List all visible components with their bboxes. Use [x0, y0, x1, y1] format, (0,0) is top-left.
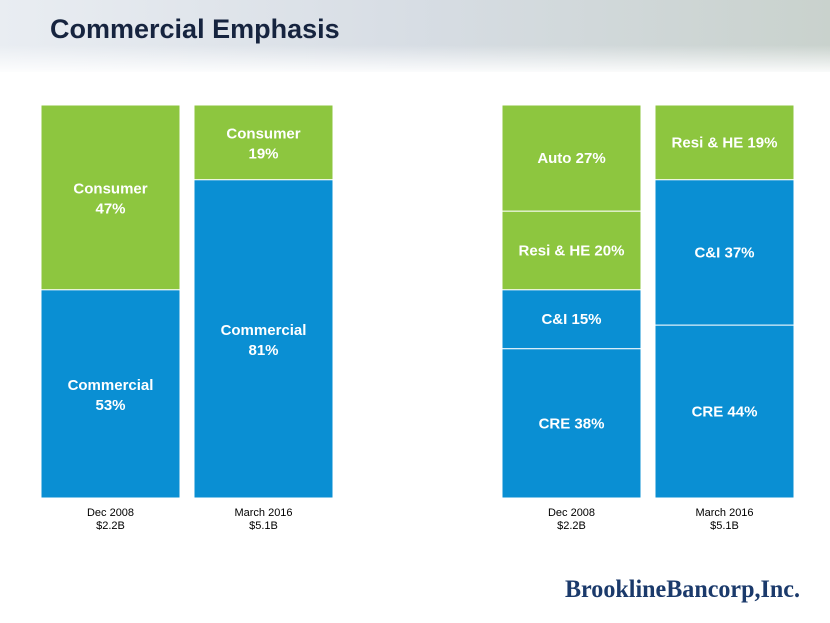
segment-label: CRE 38%	[539, 415, 605, 432]
segment-value: 27%	[576, 150, 606, 167]
segment-label: CRE 44%	[692, 404, 758, 421]
segment-name: C&I	[694, 244, 720, 261]
bar-segment	[654, 324, 795, 499]
segment-label: Auto 27%	[537, 150, 605, 167]
category-label: $2.2B	[557, 520, 586, 532]
bar-segment	[193, 179, 334, 499]
category-label: Dec 2008	[87, 507, 134, 519]
segment-name: Consumer	[73, 180, 147, 197]
segment-name: C&I	[541, 311, 567, 328]
bar-segment	[501, 348, 642, 499]
category-label: March 2016	[695, 507, 753, 519]
segment-label: C&I 37%	[694, 244, 754, 261]
segment-label: Resi & HE 20%	[519, 242, 625, 259]
logo: BrooklineBancorp,Inc.	[565, 576, 800, 603]
category-label: $2.2B	[96, 520, 125, 532]
category-label: March 2016	[234, 507, 292, 519]
segment-name: Commercial	[68, 377, 154, 394]
segment-label: Commercial 53%	[68, 377, 154, 414]
segment-value: 81%	[248, 342, 278, 359]
bar-segment	[40, 104, 181, 291]
segment-name: Resi & HE	[519, 242, 591, 259]
bar-segment	[193, 104, 334, 181]
segment-label: Consumer 19%	[226, 125, 300, 162]
segment-name: CRE	[539, 415, 571, 432]
segment-value: 15%	[571, 311, 601, 328]
segment-name: CRE	[692, 404, 724, 421]
charts: Commercial 53%Consumer 47%Dec 2008$2.2BCom…	[40, 104, 795, 532]
segment-name: Auto	[537, 150, 571, 167]
bar-segment	[501, 104, 642, 212]
segment-name: Resi & HE	[672, 134, 744, 151]
segment-label: Consumer 47%	[73, 180, 147, 217]
segment-value: 20%	[594, 242, 624, 259]
bar-segment	[501, 210, 642, 291]
segment-value: 37%	[724, 244, 754, 261]
bar-segment	[40, 289, 181, 499]
category-label: $5.1B	[249, 520, 278, 532]
segment-name: Commercial	[221, 322, 307, 339]
bar-segment	[654, 104, 795, 181]
segment-label: Commercial 81%	[221, 322, 307, 359]
segment-value: 19%	[747, 134, 777, 151]
segment-label: C&I 15%	[541, 311, 601, 328]
header-fade	[0, 45, 830, 75]
category-label: $5.1B	[710, 520, 739, 532]
segment-value: 19%	[248, 145, 278, 162]
bar-segment	[501, 289, 642, 350]
slide-title: Commercial Emphasis	[50, 14, 340, 44]
segment-value: 53%	[95, 397, 125, 414]
segment-value: 47%	[95, 200, 125, 217]
category-label: Dec 2008	[548, 507, 595, 519]
bar-segment	[654, 179, 795, 326]
segment-label: Resi & HE 19%	[672, 134, 778, 151]
segment-value: 38%	[574, 415, 604, 432]
segment-name: Consumer	[226, 125, 300, 142]
segment-value: 44%	[727, 404, 757, 421]
